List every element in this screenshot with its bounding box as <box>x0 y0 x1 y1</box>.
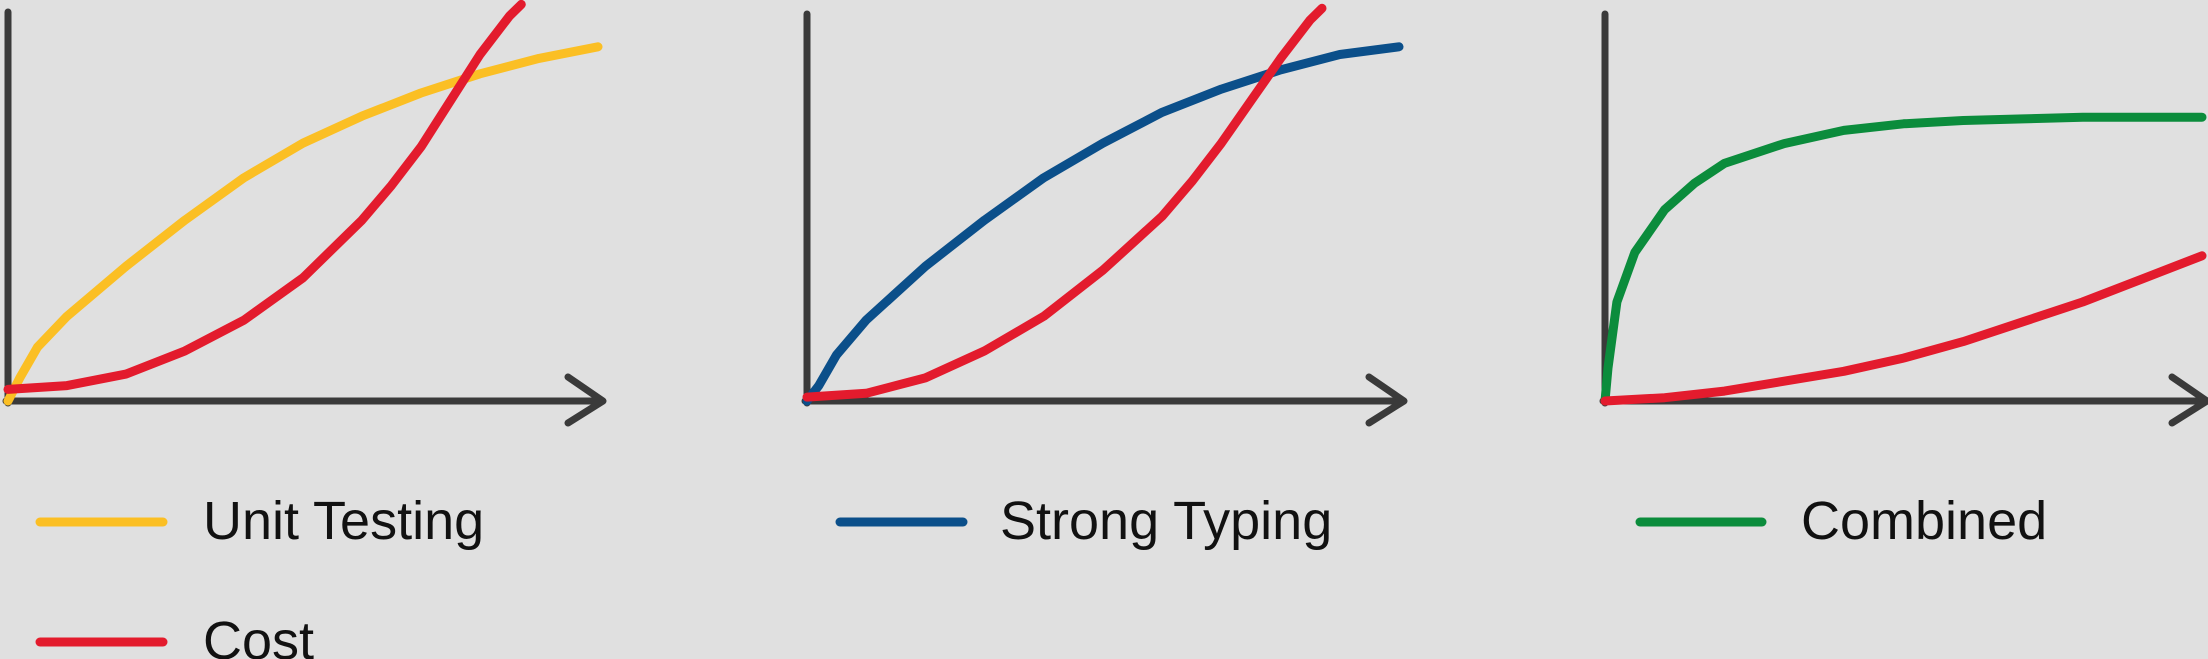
series-line-unit-testing <box>3 42 603 406</box>
x-axis-arrowhead <box>2168 373 2208 427</box>
chart-panel-1 <box>2 0 607 427</box>
series-line-cost <box>3 0 526 394</box>
legend-label-strong-typing: Strong Typing <box>1000 491 1332 551</box>
series-line-strong-typing <box>802 42 1404 406</box>
x-axis-arrowhead <box>564 373 607 427</box>
charts-layer <box>2 0 2208 427</box>
x-axis-arrowhead <box>1365 373 1408 427</box>
legend-label-unit-testing: Unit Testing <box>203 491 484 551</box>
series-line-combined <box>1600 112 2207 406</box>
series-line-cost <box>1600 251 2207 406</box>
legend-label-cost: Cost <box>203 611 314 659</box>
chart-panel-3 <box>1599 10 2208 427</box>
chart-panel-2 <box>801 3 1408 427</box>
legend: Unit Testing Cost Strong Typing Combined <box>35 491 2047 659</box>
legend-label-combined: Combined <box>1801 491 2047 551</box>
series-line-cost <box>802 3 1327 402</box>
